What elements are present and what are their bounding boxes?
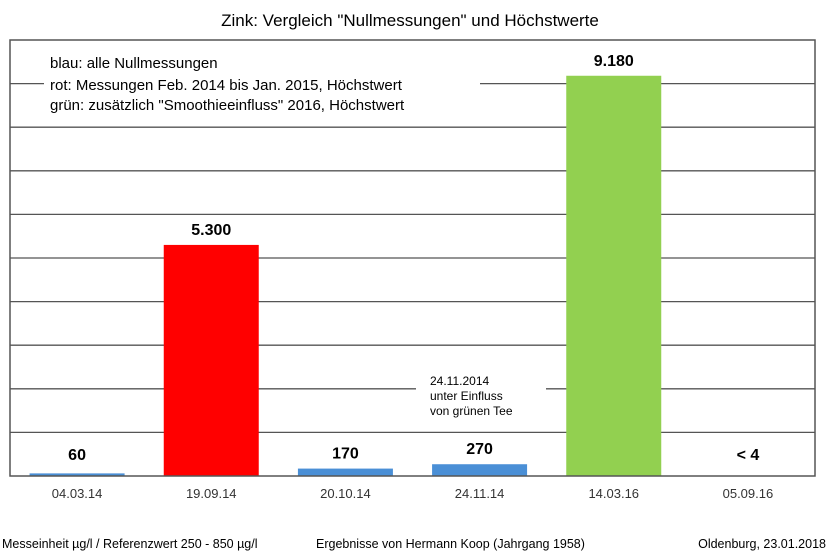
legend-line-blue: blau: alle Nullmessungen bbox=[50, 55, 218, 72]
x-tick-label: 24.11.14 bbox=[455, 486, 505, 501]
chart-title: Zink: Vergleich "Nullmessungen" und Höch… bbox=[221, 11, 599, 30]
footer-right: Oldenburg, 23.01.2018 bbox=[698, 537, 826, 551]
data-label: 170 bbox=[332, 446, 359, 463]
annotation-box bbox=[416, 372, 546, 420]
legend-line-red: rot: Messungen Feb. 2014 bis Jan. 2015, … bbox=[50, 77, 403, 94]
x-tick-label: 19.09.14 bbox=[186, 486, 237, 501]
footer-left: Messeinheit µg/l / Referenzwert 250 - 85… bbox=[2, 537, 258, 551]
footer-center: Ergebnisse von Hermann Koop (Jahrgang 19… bbox=[316, 537, 585, 551]
data-label: < 4 bbox=[737, 447, 760, 464]
bar bbox=[297, 468, 393, 476]
x-tick-label: 20.10.14 bbox=[320, 486, 371, 501]
bar bbox=[432, 464, 528, 476]
x-tick-label: 14.03.16 bbox=[588, 486, 639, 501]
gridlines bbox=[10, 82, 815, 434]
x-tick-label: 05.09.16 bbox=[723, 486, 774, 501]
bar bbox=[163, 244, 259, 476]
x-tick-label: 04.03.14 bbox=[52, 486, 103, 501]
legend-box bbox=[44, 52, 480, 116]
data-label: 9.180 bbox=[594, 53, 634, 70]
plot-frame bbox=[9, 39, 816, 477]
data-label: 5.300 bbox=[191, 222, 231, 239]
legend-line-green: grün: zusätzlich "Smoothieeinfluss" 2016… bbox=[50, 97, 405, 114]
data-label: 60 bbox=[68, 447, 86, 464]
labels: 60 04.03.14 5.300 19.09.14 170 20.10.14 270 24.… bbox=[52, 53, 773, 501]
annotation-line-3: von grünen Tee bbox=[430, 404, 513, 418]
bars bbox=[29, 75, 796, 476]
bar bbox=[566, 75, 662, 476]
bar bbox=[29, 473, 125, 476]
annotation-line-1: 24.11.2014 bbox=[430, 374, 489, 388]
annotation-line-2: unter Einfluss bbox=[430, 389, 503, 403]
data-label: 270 bbox=[466, 441, 493, 458]
